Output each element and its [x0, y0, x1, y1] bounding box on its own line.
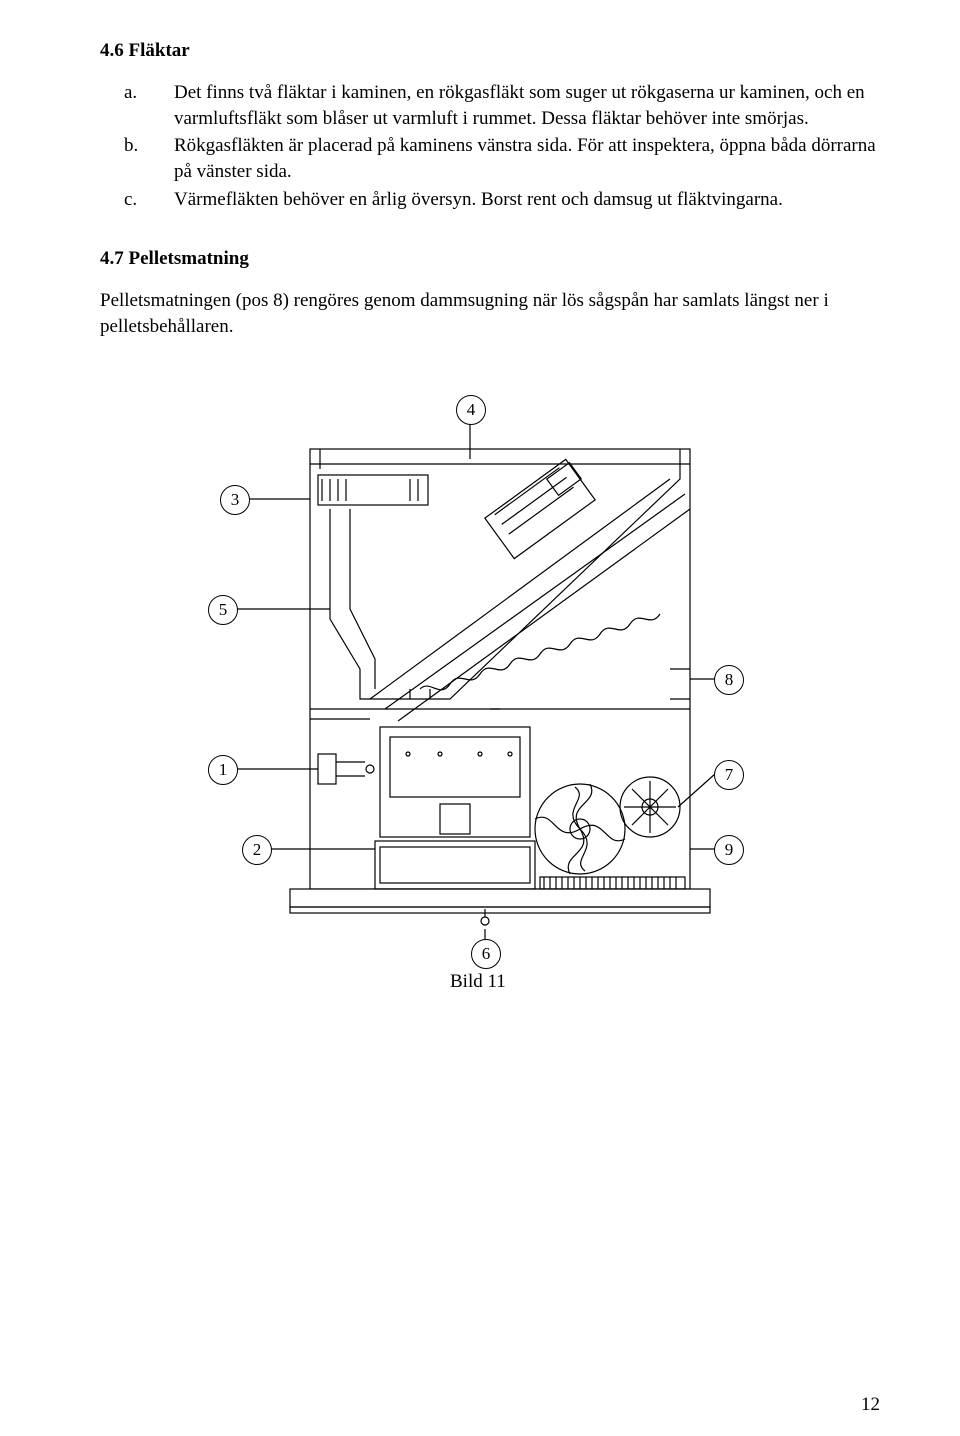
callout-1: 1: [208, 755, 238, 785]
list-marker: c.: [100, 187, 174, 213]
list-item: c. Värmefläkten behöver en årlig översyn…: [100, 187, 880, 213]
callout-circle: 5: [208, 595, 238, 625]
callout-circle: 6: [471, 939, 501, 969]
callout-8: 8: [714, 665, 744, 695]
list-text: Rökgasfläkten är placerad på kaminens vä…: [174, 133, 880, 184]
callout-6: 6: [471, 939, 501, 969]
callout-3: 3: [220, 485, 250, 515]
callout-circle: 7: [714, 760, 744, 790]
paragraph-4-7: Pelletsmatningen (pos 8) rengöres genom …: [100, 288, 880, 339]
list-text: Det finns två fläktar i kaminen, en rökg…: [174, 80, 880, 131]
callout-circle: 3: [220, 485, 250, 515]
callout-circle: 9: [714, 835, 744, 865]
callout-9: 9: [714, 835, 744, 865]
diagram-figure-11: 3 4 5 1 2 8 7 9 6 Bild 11: [160, 409, 800, 969]
callout-5: 5: [208, 595, 238, 625]
list-4-6: a. Det finns två fläktar i kaminen, en r…: [100, 80, 880, 212]
page-number: 12: [861, 1394, 880, 1416]
figure-caption: Bild 11: [450, 971, 506, 993]
callout-circle: 8: [714, 665, 744, 695]
stove-diagram-svg: [160, 409, 800, 969]
callout-circle: 2: [242, 835, 272, 865]
callout-circle: 4: [456, 395, 486, 425]
list-item: b. Rökgasfläkten är placerad på kaminens…: [100, 133, 880, 184]
callout-7: 7: [714, 760, 744, 790]
callout-circle: 1: [208, 755, 238, 785]
section-heading-4-6: 4.6 Fläktar: [100, 40, 880, 62]
section-heading-4-7: 4.7 Pelletsmatning: [100, 248, 880, 270]
callout-2: 2: [242, 835, 272, 865]
callout-4: 4: [456, 395, 486, 425]
list-text: Värmefläkten behöver en årlig översyn. B…: [174, 187, 880, 213]
list-marker: a.: [100, 80, 174, 131]
list-item: a. Det finns två fläktar i kaminen, en r…: [100, 80, 880, 131]
list-marker: b.: [100, 133, 174, 184]
